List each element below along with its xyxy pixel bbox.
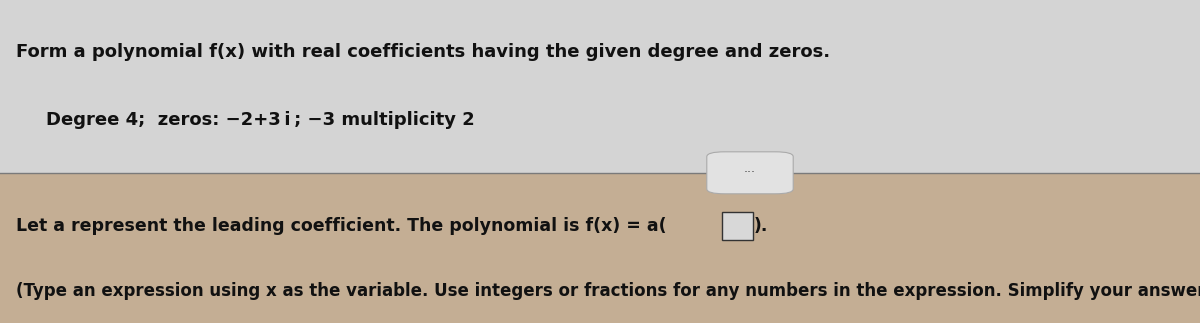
Text: Let a represent the leading coefficient. The polynomial is f(x) = a(: Let a represent the leading coefficient.… <box>16 217 666 235</box>
Text: ).: ). <box>754 217 768 235</box>
Text: (Type an expression using x as the variable. Use integers or fractions for any n: (Type an expression using x as the varia… <box>16 282 1200 300</box>
Bar <box>0 173 1200 323</box>
FancyBboxPatch shape <box>721 213 752 240</box>
Text: Degree 4;  zeros: −2+3 i ; −3 multiplicity 2: Degree 4; zeros: −2+3 i ; −3 multiplicit… <box>46 110 474 129</box>
Bar <box>0 0 1200 173</box>
Text: Form a polynomial f(x) with real coefficients having the given degree and zeros.: Form a polynomial f(x) with real coeffic… <box>16 43 829 61</box>
FancyBboxPatch shape <box>707 152 793 194</box>
Text: ···: ··· <box>744 166 756 179</box>
